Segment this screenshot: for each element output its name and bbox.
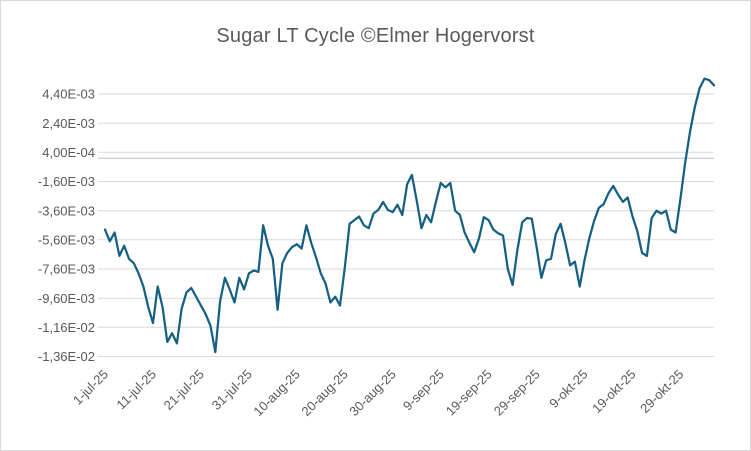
y-axis-label: -9,60E-03 — [38, 291, 95, 306]
x-axis-label: 20-aug-25 — [298, 367, 351, 420]
y-axis-label: 4,40E-03 — [42, 87, 95, 102]
x-axis-label: 11-jul-25 — [113, 367, 159, 413]
y-axis-label: -1,16E-02 — [38, 320, 95, 335]
series-line — [103, 77, 716, 354]
x-axis-label: 9-sep-25 — [400, 367, 447, 414]
y-axis-label: -5,60E-03 — [38, 233, 95, 248]
x-axis-label: 31-jul-25 — [209, 367, 255, 413]
x-axis-label: 19-okt-25 — [589, 367, 638, 416]
y-axis-label: 4,00E-04 — [42, 145, 95, 160]
y-axis-label: -1,60E-03 — [38, 174, 95, 189]
y-axis-label: -7,60E-03 — [38, 262, 95, 277]
x-axis-label: 1-jul-25 — [70, 367, 111, 408]
x-axis-label: 19-sep-25 — [443, 367, 495, 419]
x-axis-label: 30-aug-25 — [346, 367, 399, 420]
x-axis-label: 10-aug-25 — [250, 367, 303, 420]
x-axis-label: 9-okt-25 — [546, 367, 590, 411]
y-axis-label: -3,60E-03 — [38, 203, 95, 218]
chart-title: Sugar LT Cycle ©Elmer Hogervorst — [216, 25, 535, 47]
y-axis-label: -1,36E-02 — [38, 349, 95, 364]
x-axis-label: 29-sep-25 — [491, 367, 543, 419]
y-axis-label: 2,40E-03 — [42, 116, 95, 131]
x-axis-label: 21-jul-25 — [161, 367, 207, 413]
x-axis-label: 29-okt-25 — [637, 367, 686, 416]
